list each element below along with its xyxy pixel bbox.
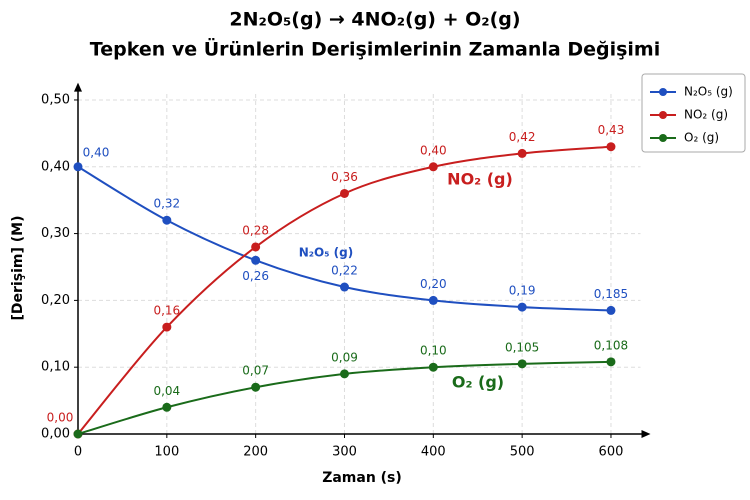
annotation: N₂O₅ (g)	[299, 246, 354, 260]
legend-marker	[659, 111, 667, 119]
data-point	[73, 162, 83, 172]
y-tick-label: 0,00	[41, 427, 70, 442]
y-axis-arrow	[74, 82, 82, 92]
data-point	[517, 302, 527, 312]
data-point	[428, 162, 438, 172]
data-label: 0,43	[598, 123, 625, 137]
x-tick-label: 100	[154, 445, 179, 460]
legend-label: N₂O₅ (g)	[684, 85, 733, 99]
data-point	[339, 369, 349, 379]
data-point	[339, 282, 349, 292]
x-tick-label: 200	[243, 445, 268, 460]
y-tick-label: 0,30	[41, 226, 70, 241]
data-label: 0,07	[242, 364, 269, 378]
y-tick-label: 0,50	[41, 92, 70, 107]
data-label: 0,105	[505, 340, 539, 354]
data-label: 0,36	[331, 170, 358, 184]
data-label: 0,108	[594, 338, 628, 352]
legend-label: O₂ (g)	[684, 131, 719, 145]
data-label: 0,32	[153, 197, 180, 211]
data-point	[606, 305, 616, 315]
annotation: NO₂ (g)	[447, 170, 513, 189]
chart-title: 2N₂O₅(g) → 4NO₂(g) + O₂(g)	[229, 9, 520, 31]
x-tick-label: 400	[421, 445, 446, 460]
data-point	[339, 188, 349, 198]
data-point	[162, 215, 172, 225]
y-tick-label: 0,40	[41, 159, 70, 174]
data-point	[162, 322, 172, 332]
chart-subtitle: Tepken ve Ürünlerin Derişimlerinin Zaman…	[90, 37, 660, 61]
data-point	[606, 142, 616, 152]
data-point	[428, 362, 438, 372]
data-point	[606, 357, 616, 367]
legend-box	[641, 73, 746, 153]
data-point	[73, 429, 83, 439]
data-label: 0,10	[420, 344, 447, 358]
data-label: 0,28	[242, 223, 269, 237]
x-axis-label: Zaman (s)	[322, 470, 402, 486]
data-label: 0,20	[420, 277, 447, 291]
x-tick-label: 500	[510, 445, 535, 460]
data-point	[251, 382, 261, 392]
y-tick-label: 0,10	[41, 360, 70, 375]
data-label: 0,16	[153, 304, 180, 318]
data-label: 0,22	[331, 264, 358, 278]
data-label: 0,40	[83, 145, 110, 159]
data-label: 0,04	[153, 384, 180, 398]
data-point	[517, 359, 527, 369]
y-tick-label: 0,20	[41, 293, 70, 308]
x-tick-label: 300	[332, 445, 357, 460]
data-label: 0,42	[509, 130, 536, 144]
x-tick-label: 600	[599, 445, 624, 460]
data-label: 0,09	[331, 350, 358, 364]
data-point	[251, 255, 261, 265]
y-axis-label: [Derişim] (M)	[10, 216, 26, 321]
legend-marker	[659, 88, 667, 96]
data-point	[428, 295, 438, 305]
annotation: O₂ (g)	[452, 373, 504, 392]
data-point	[162, 402, 172, 412]
data-label: 0,19	[509, 284, 536, 298]
x-axis-arrow	[641, 430, 651, 438]
data-point	[251, 242, 261, 252]
data-label: 0,26	[242, 269, 269, 283]
data-label: 0,185	[594, 287, 628, 301]
x-tick-label: 0	[74, 445, 82, 460]
data-point	[517, 148, 527, 158]
data-label: 0,00	[47, 411, 74, 425]
legend-label: NO₂ (g)	[684, 108, 728, 122]
legend-marker	[659, 134, 667, 142]
data-label: 0,40	[420, 143, 447, 157]
